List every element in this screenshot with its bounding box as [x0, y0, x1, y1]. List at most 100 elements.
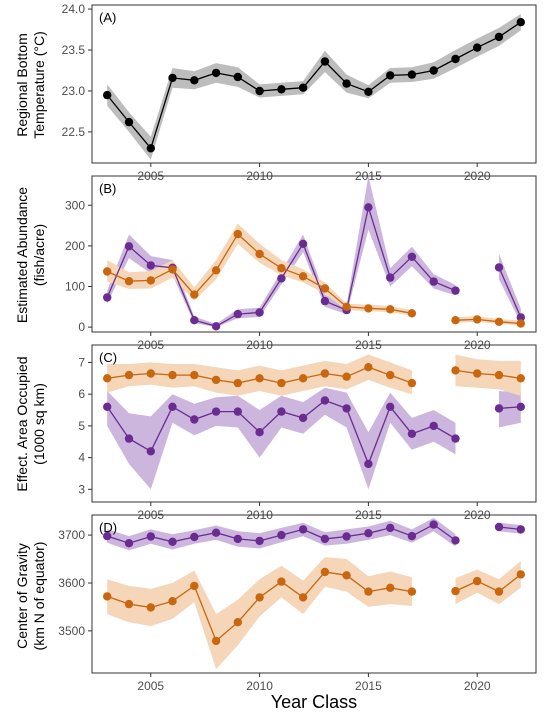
data-point: [103, 293, 112, 302]
data-point: [494, 317, 504, 326]
data-point: [146, 276, 155, 285]
data-point: [211, 266, 221, 275]
data-point: [386, 523, 395, 533]
data-point: [494, 404, 504, 413]
data-point: [407, 70, 417, 79]
y-tick-label: 100: [65, 280, 85, 294]
panel-frame: [91, 4, 537, 164]
data-point: [211, 528, 221, 537]
panel-frame: [91, 175, 537, 333]
data-point: [386, 71, 395, 80]
confidence-band: [499, 254, 521, 324]
y-axis-title-a-line2: Temperature (°C): [31, 31, 47, 139]
y-tick-label: 3600: [58, 576, 85, 590]
data-point: [386, 273, 395, 282]
y-tick-label: 7: [78, 355, 85, 369]
data-point: [494, 370, 504, 380]
x-tick-label: 2010: [246, 679, 273, 693]
data-point: [364, 587, 373, 596]
data-point: [255, 374, 264, 383]
data-point: [473, 315, 482, 324]
y-tick-label: 6: [78, 387, 85, 401]
panel-letter-d: (D): [99, 520, 117, 535]
data-point: [146, 144, 155, 153]
points: [103, 520, 525, 646]
data-point: [124, 117, 134, 127]
data-point: [364, 529, 373, 538]
data-point: [233, 309, 242, 319]
data-point: [190, 415, 199, 424]
data-point: [342, 372, 351, 381]
data-point: [190, 532, 199, 542]
y-axis-title-c-line2: (1000 sq km): [31, 383, 47, 465]
y-axis-title-b-line1: Estimated Abundance: [14, 187, 30, 323]
data-point: [277, 407, 286, 416]
data-point: [298, 525, 308, 534]
data-point: [190, 316, 199, 325]
data-point: [451, 316, 460, 325]
y-axis-title-b-line2: (fish/acre): [31, 224, 47, 286]
data-point: [168, 370, 177, 380]
data-point: [103, 374, 112, 383]
data-point: [407, 378, 417, 388]
data-point: [516, 570, 525, 579]
data-point: [320, 296, 330, 306]
points: [103, 363, 525, 469]
data-point: [277, 85, 286, 94]
confidence-band: [455, 354, 521, 396]
x-tick-label: 2015: [355, 679, 382, 693]
data-point: [516, 402, 525, 411]
data-point: [407, 429, 417, 438]
data-point: [277, 378, 286, 388]
data-point: [473, 576, 482, 586]
data-point: [233, 407, 242, 416]
data-point: [407, 252, 417, 261]
data-point: [342, 571, 351, 580]
data-point: [103, 90, 112, 100]
data-point: [190, 370, 199, 380]
data-point: [277, 577, 286, 586]
data-point: [103, 267, 112, 276]
x-tick-label: 2005: [137, 679, 164, 693]
points: [103, 18, 525, 153]
data-point: [320, 396, 330, 405]
series-line: [498, 267, 522, 318]
data-point: [233, 618, 242, 627]
data-point: [342, 79, 351, 88]
confidence-band: [107, 387, 456, 490]
data-point: [233, 534, 242, 544]
y-axis-title-d-line1: Center of Gravity: [14, 543, 30, 649]
data-point: [211, 407, 221, 416]
data-point: [429, 520, 438, 529]
y-tick-label: 22.5: [62, 125, 86, 139]
data-point: [516, 319, 525, 328]
panel-letter-a: (A): [99, 10, 116, 25]
y-tick-label: 200: [65, 239, 85, 253]
data-point: [168, 265, 177, 274]
data-point: [103, 531, 112, 541]
data-point: [255, 428, 264, 437]
confidence-band: [499, 391, 521, 428]
series-line: [455, 369, 521, 379]
data-point: [190, 581, 199, 591]
data-point: [320, 57, 330, 66]
data-point: [516, 313, 525, 322]
data-point: [146, 261, 155, 270]
y-tick-label: 5: [78, 419, 85, 433]
data-point: [233, 72, 242, 82]
data-point: [124, 434, 134, 443]
data-point: [516, 374, 525, 383]
data-point: [146, 603, 155, 612]
data-point: [124, 370, 134, 380]
data-point: [429, 277, 438, 286]
data-point: [124, 242, 134, 251]
data-point: [146, 369, 155, 378]
data-point: [407, 531, 417, 541]
data-point: [386, 583, 395, 592]
data-point: [168, 73, 177, 83]
data-point: [342, 404, 351, 413]
data-point: [211, 68, 221, 78]
data-point: [277, 530, 286, 540]
